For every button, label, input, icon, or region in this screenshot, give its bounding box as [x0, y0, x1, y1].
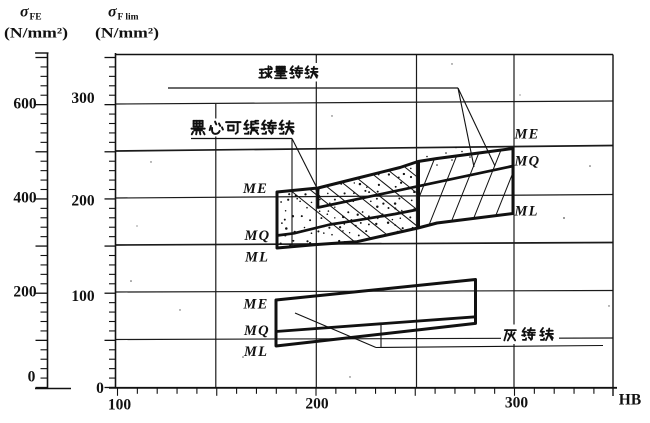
svg-text:100: 100: [108, 397, 132, 414]
svg-text:ME: ME: [243, 297, 269, 313]
svg-text:300: 300: [505, 395, 529, 412]
svg-text:0: 0: [28, 369, 36, 386]
svg-text:HB: HB: [619, 392, 641, 409]
svg-text:ML: ML: [514, 204, 539, 220]
svg-text:MQ: MQ: [243, 323, 270, 339]
svg-text:0: 0: [96, 380, 104, 397]
svg-text:MQ: MQ: [244, 228, 271, 244]
svg-text:200: 200: [71, 193, 95, 210]
svg-text:(N/mm²): (N/mm²): [95, 26, 159, 42]
svg-text:FE: FE: [30, 13, 42, 23]
svg-text:(N/mm²): (N/mm²): [4, 26, 68, 42]
svg-text:200: 200: [305, 396, 329, 413]
svg-text:ML: ML: [243, 344, 268, 360]
svg-text:ME: ME: [514, 127, 540, 143]
svg-text:200: 200: [13, 284, 37, 301]
svg-text:100: 100: [71, 288, 95, 305]
svg-text:ME: ME: [242, 181, 268, 197]
svg-text:MQ: MQ: [514, 154, 541, 170]
svg-text:σ: σ: [20, 4, 29, 21]
svg-text:300: 300: [71, 90, 95, 107]
svg-text:σ: σ: [108, 4, 117, 21]
svg-text:400: 400: [13, 190, 37, 207]
svg-text:ML: ML: [244, 250, 269, 266]
svg-text:F lim: F lim: [118, 13, 139, 23]
svg-text:600: 600: [13, 96, 37, 113]
